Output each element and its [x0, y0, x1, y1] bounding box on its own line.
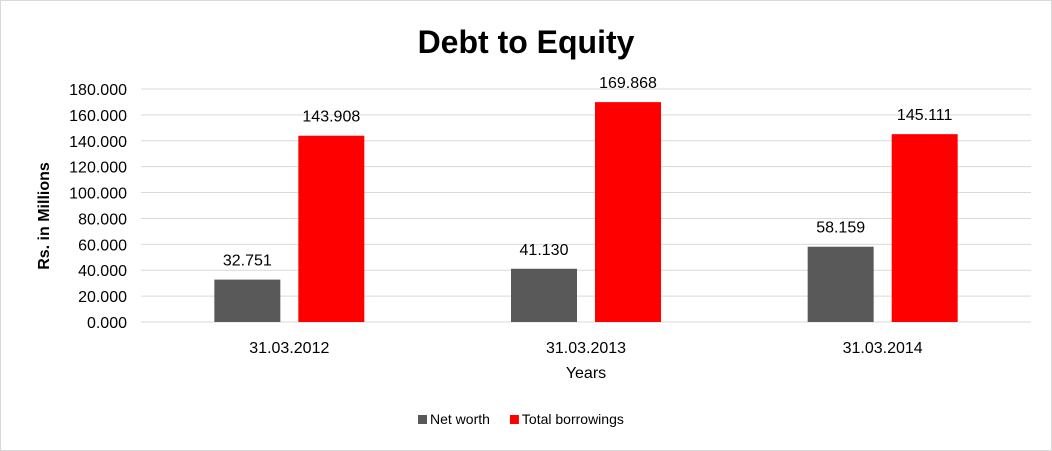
y-tick-label: 0.000	[87, 315, 127, 332]
y-tick-label: 60.000	[78, 237, 127, 254]
y-tick-label: 80.000	[78, 211, 127, 228]
bar	[298, 135, 365, 322]
y-tick-label: 180.000	[69, 82, 127, 99]
data-label: 169.868	[599, 75, 657, 92]
x-tick-label: 31.03.2013	[546, 340, 626, 357]
data-label: 32.751	[223, 253, 272, 270]
x-tick-label: 31.03.2012	[249, 340, 329, 357]
y-tick-label: 160.000	[69, 108, 127, 125]
chart-title: Debt to Equity	[418, 24, 635, 60]
x-axis-title: Years	[566, 365, 606, 382]
bar	[595, 102, 661, 322]
legend-entry: Total borrowings	[522, 411, 624, 427]
y-tick-label: 140.000	[69, 134, 127, 151]
y-tick-label: 100.000	[69, 186, 127, 203]
data-labels: 32.751 143.908 41.130 169.868 58.159 145.111	[223, 75, 953, 269]
legend-entry: Net worth	[430, 411, 490, 427]
bars	[214, 102, 958, 322]
x-axis-categories: 31.03.2012 31.03.2013 31.03.2014	[249, 340, 923, 357]
bar	[891, 134, 958, 322]
y-axis-ticks: 0.000 20.000 40.000 60.000 80.000 100.000 120.…	[69, 82, 127, 332]
data-label: 58.159	[816, 220, 865, 237]
y-tick-label: 120.000	[69, 160, 127, 177]
grid	[141, 88, 1031, 323]
bar	[807, 246, 874, 322]
legend-swatch	[418, 415, 427, 424]
y-tick-label: 20.000	[78, 289, 127, 306]
legend: Net worth Total borrowings	[418, 411, 624, 427]
x-tick-label: 31.03.2014	[843, 340, 923, 357]
data-label: 41.130	[520, 242, 569, 259]
bar	[511, 268, 577, 322]
data-label: 145.111	[897, 107, 953, 124]
data-label: 143.908	[302, 109, 360, 126]
bar	[214, 279, 281, 322]
y-tick-label: 40.000	[78, 263, 127, 280]
legend-swatch	[509, 415, 519, 424]
y-axis-title: Rs. in Millions	[36, 162, 53, 270]
